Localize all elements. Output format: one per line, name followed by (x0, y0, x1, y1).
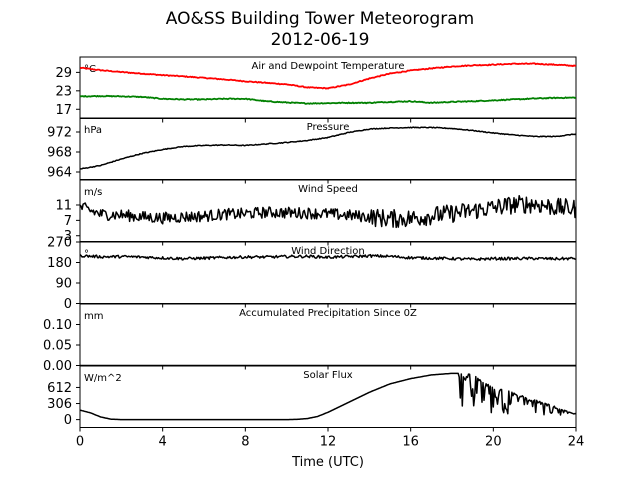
panel-precip: Accumulated Precipitation Since 0Z mm 0.00… (43, 303, 577, 374)
y-tick-label: 180 (47, 256, 72, 271)
x-tick-label: 16 (402, 435, 419, 450)
y-tick-label: 0.00 (43, 359, 72, 374)
panel-title: Accumulated Precipitation Since 0Z (239, 308, 417, 319)
series-line-temp-0 (80, 62, 576, 90)
y-tick-label: 270 (47, 236, 72, 251)
y-tick-label: 0.10 (43, 318, 72, 333)
x-tick-label: 8 (241, 435, 249, 450)
y-tick-label: 0.05 (43, 339, 72, 354)
panels: Air and Dewpoint Temperature°C172329Pres… (43, 56, 585, 450)
x-tick-label: 12 (320, 435, 337, 450)
panel-pressure: Pressure hPa 964 968 972 (47, 117, 577, 184)
panel-title: Solar Flux (303, 370, 353, 381)
y-tick-label: 306 (47, 397, 72, 412)
y-tick-label: 90 (55, 277, 72, 292)
figure-subtitle: 2012-06-19 (271, 30, 370, 50)
series-line-solar-0 (80, 372, 576, 421)
y-tick-label: 968 (47, 146, 72, 161)
y-tick-label: 0 (64, 297, 72, 312)
unit-label: mm (84, 311, 103, 322)
y-tick-label: 7 (64, 214, 72, 229)
unit-label: hPa (84, 125, 102, 136)
x-tick-label: 0 (76, 435, 84, 450)
y-tick-label: 29 (55, 66, 72, 81)
series-line-speed-0 (80, 194, 576, 229)
x-tick-label: 20 (485, 435, 502, 450)
y-tick-label: 11 (55, 198, 72, 213)
series-line-direction-0 (80, 253, 576, 262)
y-tick-label: 972 (47, 126, 72, 141)
x-tick-label: 24 (568, 435, 585, 450)
y-tick-label: 23 (55, 84, 72, 99)
y-tick-label: 17 (55, 103, 72, 118)
panel-title: Wind Speed (298, 184, 358, 195)
y-tick-label: 964 (47, 166, 72, 181)
unit-label: W/m^2 (84, 373, 122, 384)
series-line-temp-1 (80, 94, 576, 105)
series-line-pressure-0 (80, 126, 576, 170)
unit-label: m/s (84, 187, 102, 198)
x-tick-label: 4 (159, 435, 167, 450)
panel-title: Wind Direction (291, 246, 365, 257)
panel-title: Pressure (307, 122, 350, 133)
y-tick-label: 612 (47, 381, 72, 396)
figure-title: AO&SS Building Tower Meteorogram (166, 9, 474, 29)
panel-title: Air and Dewpoint Temperature (252, 61, 405, 72)
y-tick-label: 0 (64, 413, 72, 428)
x-axis-label: Time (UTC) (291, 455, 364, 470)
y-tick-label: 3 (64, 229, 72, 244)
